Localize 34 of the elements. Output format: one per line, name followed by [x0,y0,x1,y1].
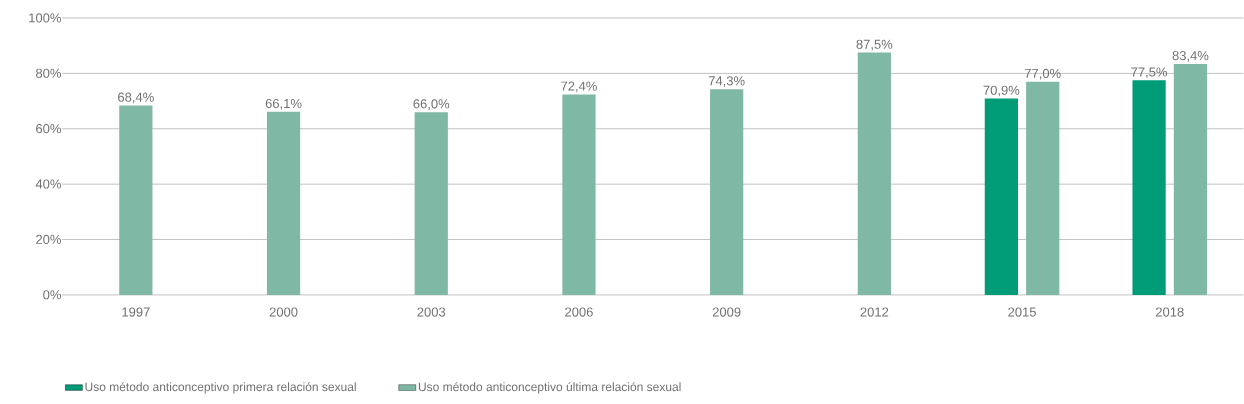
x-tick-label: 2012 [860,307,889,317]
legend-label: Uso método anticonceptivo última relación sexual [418,382,681,394]
bar [414,112,448,295]
x-tick-label: 1997 [122,307,150,317]
bar [266,111,301,295]
data-label: 83,4% [1172,51,1209,62]
y-tick-label: 60% [36,124,61,134]
y-tick-label: 20% [36,234,61,245]
bar [984,98,1018,295]
data-label: 74,3% [708,76,745,88]
bar [1132,80,1166,295]
bar [710,89,744,295]
x-tick-label: 2006 [565,307,593,317]
y-tick-label: 80% [36,68,61,78]
x-tick-label: 2015 [1008,307,1036,317]
legend-label: Uso método anticonceptivo primera relación sexual [85,382,356,394]
x-tick-label: 2018 [1155,307,1184,317]
data-label: 72,4% [561,81,597,93]
y-tick-label: 100% [29,13,61,23]
y-tick-label: 0% [43,290,61,300]
data-label: 66,1% [265,98,302,110]
data-label: 70,9% [983,85,1020,97]
data-label: 77,5% [1131,67,1168,79]
data-label: 77,0% [1024,68,1061,80]
bar [857,52,891,295]
x-tick-label: 2003 [417,307,446,317]
bar [562,94,596,295]
data-label: 68,4% [118,92,154,104]
x-tick-label: 2000 [269,307,298,317]
x-tick-label: 2009 [712,307,741,317]
data-label: 66,0% [413,99,450,110]
data-label: 87,5% [856,39,893,51]
y-tick-label: 40% [35,179,61,189]
bar [119,105,153,295]
